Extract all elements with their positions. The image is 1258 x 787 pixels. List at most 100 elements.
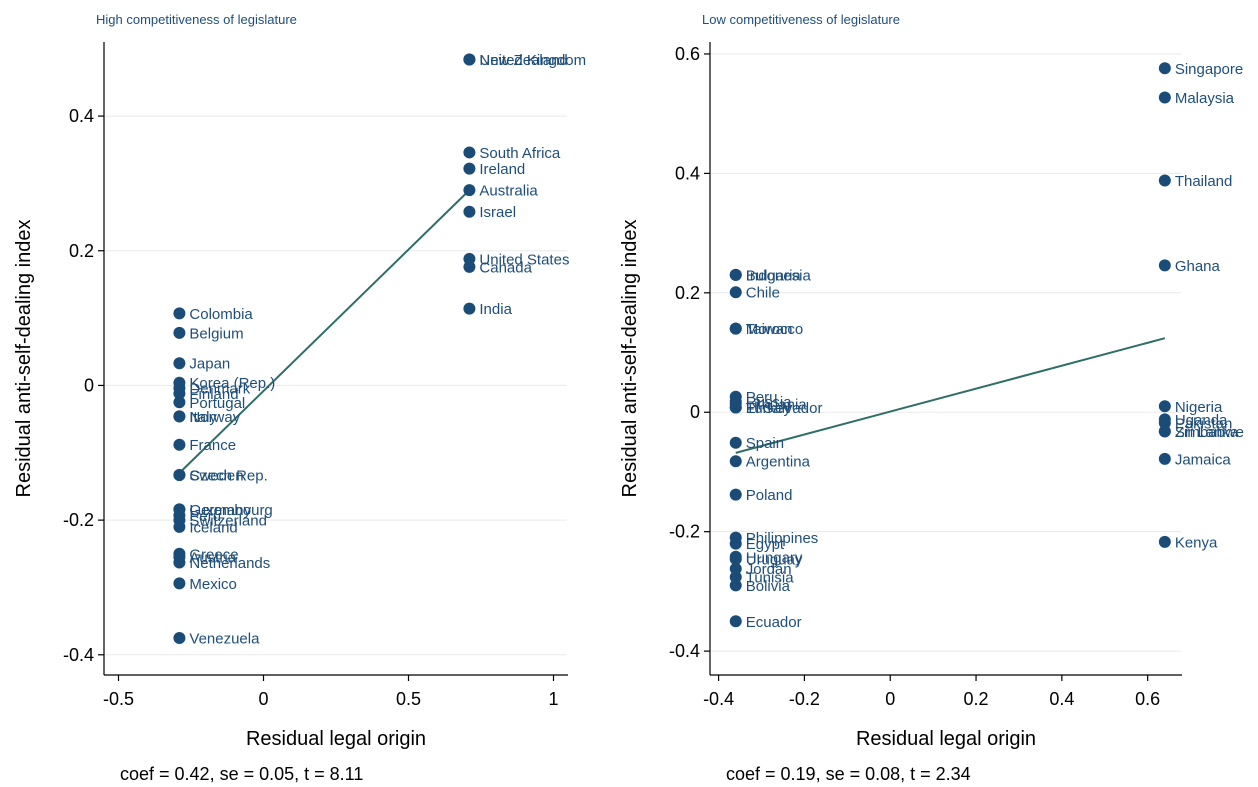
data-point [729,488,742,501]
data-point-label: Italy [189,409,217,426]
data-point-label: Hungary [746,549,803,566]
data-point [729,579,742,592]
data-point [1158,400,1171,413]
data-point-label: New Zealand [479,52,567,69]
data-point-label: Ghana [1175,258,1221,275]
x-tick-label: 0 [885,689,895,709]
y-tick-label: 0.4 [69,106,94,126]
data-point-label: Russia [746,394,793,411]
data-point-label: Greece [189,546,238,563]
data-point [463,146,476,159]
data-point-label: Poland [746,487,793,504]
x-tick-label: 0.4 [1049,689,1074,709]
y-tick-label: 0 [690,402,700,422]
data-point-label: Egypt [746,536,785,553]
data-point [729,401,742,414]
y-tick-label: 0.4 [675,163,700,183]
data-point-label: Bolivia [746,578,791,595]
data-point-label: Portugal [189,395,245,412]
data-point [729,553,742,566]
data-point [173,438,186,451]
y-tick-label: 0 [84,375,94,395]
regression-note: coef = 0.19, se = 0.08, t = 2.34 [726,764,971,784]
data-point-label: Spain [746,435,784,452]
data-point-label: Uruguay [746,552,803,569]
data-point-label: Bulgaria [746,267,802,284]
y-tick-label: -0.4 [63,645,94,665]
data-point-label: Finland [189,386,238,403]
x-tick-label: -0.4 [703,689,734,709]
data-point-label: Canada [479,259,532,276]
data-point [729,286,742,299]
data-point [1158,259,1171,272]
data-point-label: Jamaica [1175,451,1232,468]
x-tick-label: 0.6 [1135,689,1160,709]
data-point-label: Tunisia [746,570,794,587]
data-point [729,615,742,628]
data-point-label: Mexico [189,576,237,593]
data-point [729,571,742,584]
data-point-label: United States [479,251,569,268]
data-point [1158,91,1171,104]
data-point-label: Singapore [1175,61,1243,78]
data-point-label: Peru [746,389,778,406]
data-point-label: Lithuania [746,396,808,413]
fit-line [735,337,1166,454]
data-point [1158,535,1171,548]
data-point [173,631,186,644]
data-point [173,357,186,370]
data-point-label: United Kingdom [479,52,586,69]
data-point-label: Colombia [189,306,253,323]
y-tick-label: 0.2 [69,241,94,261]
data-point-label: Switzerland [189,513,267,530]
data-point-label: South Africa [479,145,561,162]
data-point [173,468,186,481]
data-point [173,410,186,423]
data-point-label: Taiwan [746,321,793,338]
data-point-label: Luxembourg [189,502,272,519]
y-tick-label: -0.4 [669,641,700,661]
data-point-label: Indonesia [746,267,812,284]
x-tick-label: 0.2 [964,689,989,709]
data-point-label: Iceland [189,519,237,536]
data-point-label: Ireland [479,161,525,178]
data-point-label: France [189,437,236,454]
x-tick-label: -0.5 [103,689,134,709]
data-point [1158,452,1171,465]
x-axis-label: Residual legal origin [246,728,426,750]
y-tick-label: 0.6 [675,44,700,64]
data-point-label: Chile [746,285,780,302]
data-point [173,307,186,320]
data-point-label: Malaysia [1175,90,1235,107]
data-point-label: Norway [189,409,240,426]
data-point [173,577,186,590]
fit-line [178,189,471,474]
data-point-label: Denmark [189,381,250,398]
data-point [463,53,476,66]
data-point-label: Kenya [1175,534,1218,551]
regression-note: coef = 0.42, se = 0.05, t = 8.11 [120,764,363,784]
data-point-label: Sri Lanka [1175,424,1239,441]
data-point-label: Uganda [1175,412,1228,429]
data-point-label: Korea (Rep.) [189,375,275,392]
data-point [1158,416,1171,429]
data-point-label: Jordan [746,561,792,578]
data-point [1158,174,1171,187]
data-point-label: Israel [479,204,516,221]
data-point-label: Venezuela [189,630,260,647]
data-point-label: Peru [189,508,221,525]
x-tick-label: 0 [258,689,268,709]
data-point-label: Belgium [189,325,243,342]
data-point [729,322,742,335]
chart-panel-1: High competitiveness of legislature -0.4 -… [13,12,586,784]
data-point [1158,425,1171,438]
data-point [1158,62,1171,75]
data-point-label: Morocco [746,321,804,338]
data-point-label: El Salvador [746,400,823,417]
y-axis-label: Residual anti-self-dealing index [619,220,641,498]
y-tick-label: 0.2 [675,283,700,303]
data-point-label: Sweden [189,467,243,484]
data-point [463,184,476,197]
y-axis-label: Residual anti-self-dealing index [13,220,35,498]
